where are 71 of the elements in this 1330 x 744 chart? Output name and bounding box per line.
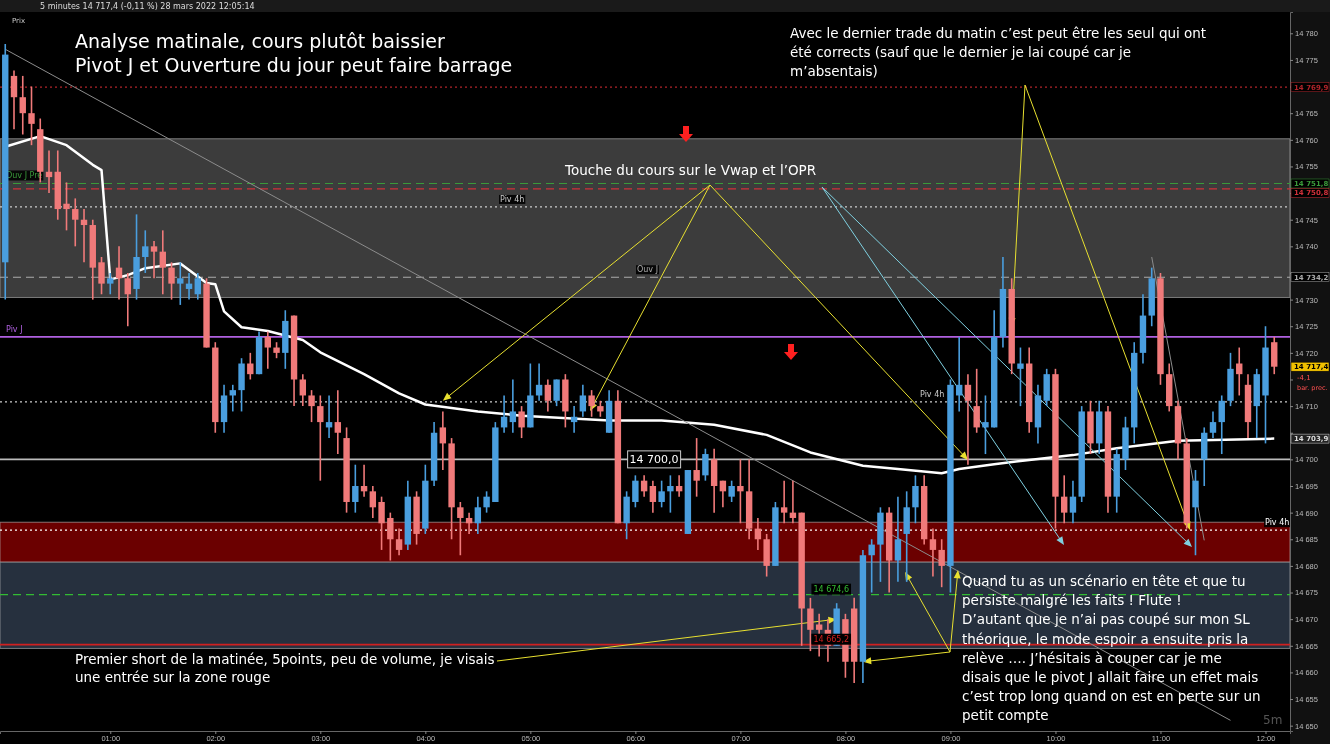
ref-line-label: Piv 4h [500,194,525,204]
candlestick [938,538,945,588]
candlestick [387,511,394,562]
candlestick [632,474,639,509]
candlestick [142,229,149,274]
candlestick [352,463,359,514]
candlestick [693,437,700,498]
candlestick [807,597,814,652]
candlestick [124,272,131,328]
candlestick [474,495,482,535]
candlestick [579,384,587,418]
candlestick [308,389,315,423]
candlestick [1061,474,1068,525]
candlestick [317,394,324,482]
candlestick [98,256,105,296]
candlestick [868,538,875,594]
candlestick [1017,346,1024,407]
candlestick [483,490,490,514]
candlestick [737,458,744,525]
candlestick [168,261,175,301]
ref-line-label: Piv 4h [1265,518,1290,528]
candlestick [63,181,70,232]
candlestick [728,479,735,503]
candlestick [159,229,166,296]
candlestick [553,378,560,407]
candlestick [780,479,788,525]
candlestick [299,373,307,407]
annotation: 14 665,2 [813,634,850,644]
annotation: Touche du cours sur le Vwap et l’OPR [564,162,817,178]
candlestick [177,261,184,306]
candlestick [658,479,665,509]
candlestick [1218,394,1225,455]
candlestick [378,495,385,551]
candlestick [894,495,902,583]
candlestick [1069,479,1077,525]
ref-line-label: Piv 4h [920,389,945,399]
annotation: Premier short de la matinée, 5points, peu de volume, je visais une entrée sur la zone rouge [75,651,495,685]
candlestick [973,368,980,434]
candlestick [667,474,674,514]
candlestick [19,75,26,136]
candlestick [264,330,271,370]
ref-line-label: Piv J [6,324,23,334]
candlestick [395,527,403,557]
candlestick [369,485,377,519]
candlestick [702,447,709,482]
candlestick [150,240,158,280]
annotation: 5m [1263,713,1283,727]
candlestick [10,69,18,130]
candlestick [439,410,447,471]
annotation: Avec le dernier trade du matin c’est peut être les seul qui ont été corrects (sauf que le dernier je lai coupé car je m’absentais) [790,25,1207,79]
candlestick [1209,410,1217,439]
candlestick [518,405,525,439]
annotation: Analyse matinale, cours plutôt baissier Pivot J et Ouverture du jour peut faire barrage [75,30,513,76]
candlestick [28,85,35,146]
candlestick [544,378,552,413]
candlestick [649,479,657,514]
annotation: 14 700,0 [629,453,679,467]
candlestick [457,501,464,557]
candlestick [912,474,919,525]
ref-line-label: Ouv J [637,265,659,275]
annotation: 14 674,6 [813,584,850,594]
candlestick [72,197,79,248]
candlestick [107,272,114,296]
candlestick [334,389,342,455]
candlestick [509,378,517,434]
candlestick [964,373,972,466]
chart-title: 5 minutes 14 717,4 (-0,11 %) 28 mars 2022 12:05:14 [40,2,255,11]
annotation: Quand tu as un scénario en tête et que tu persiste malgré les faits ! Flute ! D’autant que je n’ai pas coupé sur mon SL théorique, le mode espoir a ensuite pris la relève …. J’hésitais à couper car je me disais que le pivot J allait faire un effet mais c’est trop long quand on est en perte sur un petit compte [962,573,1261,724]
candlestick [194,272,201,301]
candlestick [982,394,989,455]
candlestick [929,527,937,578]
